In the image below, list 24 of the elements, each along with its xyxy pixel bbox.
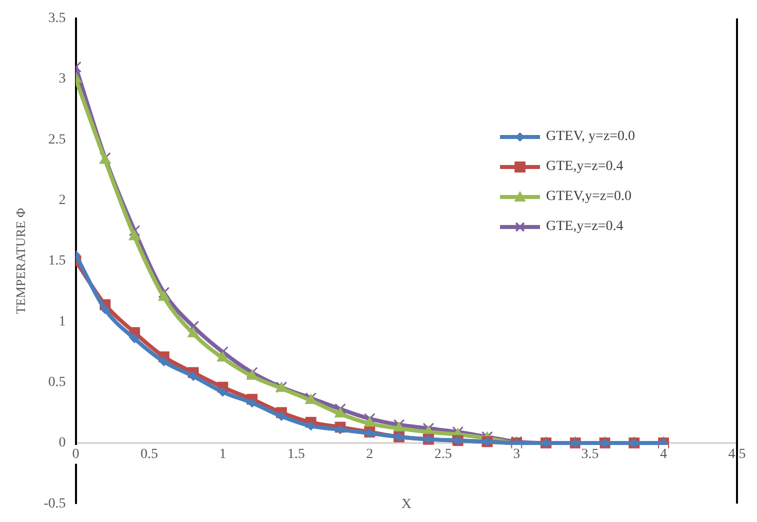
x-tick-label: 3 xyxy=(513,447,520,462)
legend-label: GTEV,y=z=0.0 xyxy=(546,189,632,205)
x-tick-label: 3.5 xyxy=(581,447,599,462)
y-tick-label: -0.5 xyxy=(44,496,66,512)
y-tick-label: 0.5 xyxy=(48,374,66,390)
x-tick-label: 1 xyxy=(219,447,226,462)
y-tick-label: 2.5 xyxy=(48,132,66,148)
y-tick-label: 1 xyxy=(58,314,66,330)
x-tick-label: 0 xyxy=(72,447,80,462)
x-tick-label: 1.5 xyxy=(287,447,305,462)
y-tick-label: 0 xyxy=(58,436,66,451)
legend-label: GTE,y=z=0.4 xyxy=(546,219,624,235)
x-tick-label: 2.5 xyxy=(434,447,452,462)
legend-label: GTE,y=z=0.4 xyxy=(546,159,624,175)
y-tick-label: 3.5 xyxy=(48,11,66,26)
y-tick-label: 1.5 xyxy=(48,254,66,269)
x-tick-label: 0.5 xyxy=(140,447,158,462)
y-tick-label: 3 xyxy=(58,72,66,87)
y-tick-label: 2 xyxy=(58,193,66,208)
y-axis-title: TEMPERATURE Φ xyxy=(13,208,28,314)
x-tick-label: 2 xyxy=(366,447,374,462)
x-axis-title: X xyxy=(401,496,412,512)
legend-label: GTEV, y=z=0.0 xyxy=(546,129,636,145)
x-tick-label: 4 xyxy=(660,447,668,462)
